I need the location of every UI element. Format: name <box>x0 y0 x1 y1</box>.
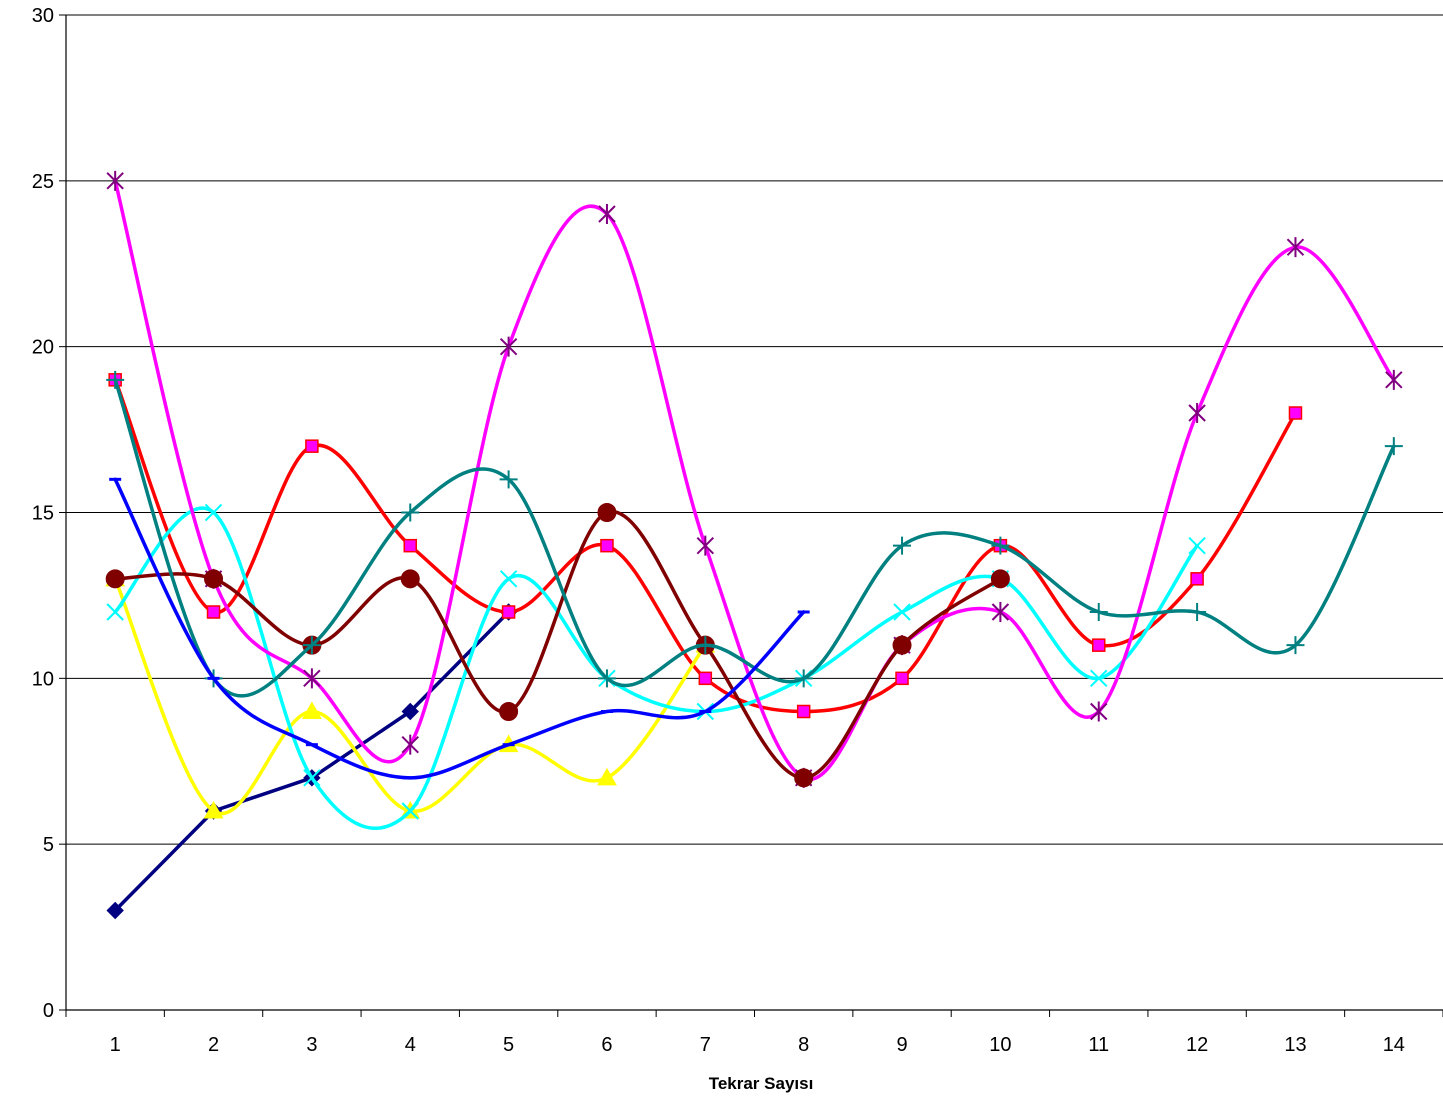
data-point <box>499 470 518 489</box>
x-tick-label: 3 <box>306 1034 317 1056</box>
x-tick-label: 10 <box>989 1034 1011 1056</box>
data-point <box>991 602 1010 622</box>
data-point <box>401 503 420 522</box>
data-point <box>597 767 617 786</box>
data-point <box>597 669 616 688</box>
data-point <box>401 802 419 820</box>
series-line <box>113 610 511 913</box>
data-point <box>895 671 909 686</box>
y-tick-label: 30 <box>32 5 54 27</box>
x-tick-label: 6 <box>601 1034 612 1056</box>
data-point <box>1188 403 1206 423</box>
data-point <box>106 370 125 389</box>
data-point <box>991 536 1010 555</box>
data-point <box>1089 603 1108 621</box>
x-tick-label: 5 <box>503 1034 514 1056</box>
x-tick-label: 14 <box>1383 1034 1405 1056</box>
data-point <box>1090 669 1108 688</box>
data-point <box>303 668 321 689</box>
data-point <box>696 535 715 556</box>
y-tick-label: 15 <box>32 503 54 525</box>
data-point <box>106 901 124 920</box>
data-point <box>401 734 419 755</box>
data-point <box>204 503 223 522</box>
data-point <box>600 538 614 553</box>
data-point <box>1190 572 1204 586</box>
data-point <box>499 570 518 588</box>
data-point <box>1090 701 1108 722</box>
x-tick-label: 4 <box>405 1034 416 1056</box>
data-point <box>106 170 124 191</box>
series-line <box>113 510 1003 780</box>
data-point <box>105 569 125 589</box>
x-axis-title: Tekrar Sayısı <box>709 1074 814 1093</box>
y-tick-label: 5 <box>43 834 54 856</box>
data-point <box>401 702 419 721</box>
data-point <box>990 569 1010 589</box>
data-point <box>206 605 221 619</box>
x-tick-label: 2 <box>208 1034 219 1056</box>
data-point <box>893 536 912 555</box>
data-point <box>1384 437 1403 456</box>
series-line <box>113 179 1396 782</box>
data-point <box>893 603 911 621</box>
data-point <box>1188 603 1207 621</box>
data-point <box>794 669 813 688</box>
data-point <box>106 603 124 621</box>
x-tick-label: 7 <box>700 1034 711 1056</box>
series-5 <box>106 170 1403 788</box>
x-tick-label: 8 <box>798 1034 809 1056</box>
y-tick-label: 25 <box>32 171 54 193</box>
data-point <box>698 671 713 686</box>
series-4 <box>106 503 1206 830</box>
series-2 <box>108 373 1303 719</box>
series-layer <box>105 170 1403 920</box>
data-point <box>499 336 518 357</box>
data-point <box>403 538 417 553</box>
data-point <box>1288 406 1303 420</box>
data-point <box>204 569 224 589</box>
y-tick-label: 0 <box>43 1000 54 1022</box>
data-point <box>400 569 420 589</box>
y-tick-label: 20 <box>32 337 54 359</box>
data-point <box>499 702 519 721</box>
data-point <box>696 636 715 655</box>
data-point <box>796 704 811 719</box>
series-7 <box>106 370 1403 698</box>
data-point <box>203 800 224 819</box>
data-point <box>1385 369 1403 390</box>
x-tick-label: 9 <box>896 1034 907 1056</box>
data-point <box>598 204 616 224</box>
data-point <box>1188 536 1206 555</box>
series-8 <box>109 477 810 780</box>
y-tick-label: 10 <box>32 668 54 690</box>
data-point <box>501 605 516 619</box>
x-tick-label: 13 <box>1284 1034 1306 1056</box>
series-line <box>113 477 806 780</box>
data-point <box>1286 636 1305 655</box>
series-6 <box>105 503 1010 788</box>
x-tick-label: 11 <box>1088 1034 1109 1056</box>
data-point <box>892 635 912 655</box>
x-tick-label: 12 <box>1186 1034 1208 1056</box>
data-point <box>305 439 319 453</box>
data-point <box>794 768 814 788</box>
data-point <box>1092 638 1106 652</box>
gridlines <box>66 14 1443 845</box>
data-point <box>303 769 321 787</box>
series-3 <box>105 568 716 819</box>
data-point <box>302 701 322 719</box>
data-point <box>302 636 321 655</box>
series-line <box>113 378 1396 698</box>
data-point <box>1286 237 1305 258</box>
x-tick-label: 1 <box>110 1034 121 1056</box>
data-point <box>597 503 617 522</box>
